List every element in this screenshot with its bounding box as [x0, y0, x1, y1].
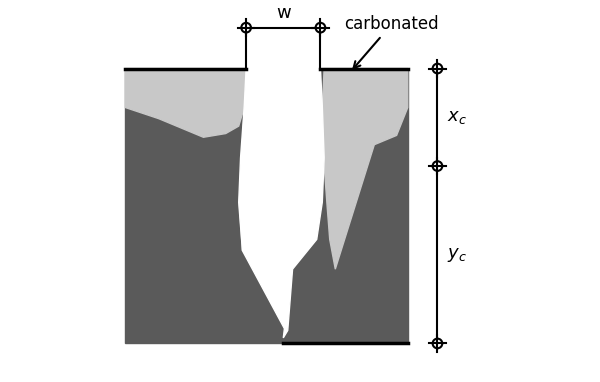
Polygon shape — [239, 68, 324, 338]
Circle shape — [433, 338, 442, 348]
Text: $y_c$: $y_c$ — [447, 246, 467, 264]
Text: w: w — [276, 4, 290, 22]
Text: $x_c$: $x_c$ — [447, 108, 467, 126]
Circle shape — [316, 23, 325, 32]
Circle shape — [433, 64, 442, 73]
Polygon shape — [114, 9, 486, 380]
Polygon shape — [125, 68, 246, 251]
Polygon shape — [125, 68, 408, 343]
Polygon shape — [320, 68, 408, 269]
Text: carbonated: carbonated — [344, 15, 439, 68]
Circle shape — [241, 23, 251, 32]
Circle shape — [433, 161, 442, 171]
